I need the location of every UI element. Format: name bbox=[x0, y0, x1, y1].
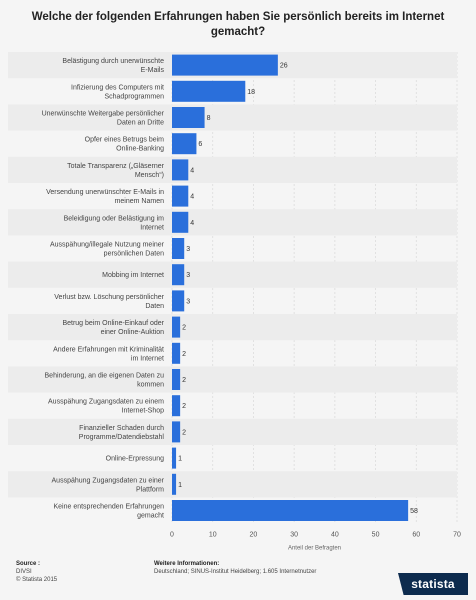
bar bbox=[172, 264, 185, 286]
info-text: Deutschland; SINUS-Institut Heidelberg; … bbox=[154, 569, 317, 575]
category-label: Totale Transparenz („Gläserner Mensch“) bbox=[67, 163, 165, 179]
bar bbox=[172, 133, 197, 155]
x-tick-label: 60 bbox=[412, 532, 420, 539]
value-label: 3 bbox=[186, 298, 190, 305]
x-tick-label: 0 bbox=[170, 532, 174, 539]
category-label: Ausspähung Zugangsdaten zu einer Plattfor… bbox=[52, 477, 165, 493]
bar bbox=[172, 159, 189, 181]
bar bbox=[172, 316, 181, 338]
bar bbox=[172, 369, 181, 390]
category-label: Mobbing im Internet bbox=[102, 272, 164, 279]
value-label: 2 bbox=[182, 377, 186, 384]
value-label: 2 bbox=[182, 325, 186, 332]
category-label: Opfer eines Betrugs beim Online-Banking bbox=[85, 137, 165, 153]
category-label: Verlust bzw. Löschung persönlicher Daten bbox=[54, 294, 164, 310]
value-label: 2 bbox=[182, 403, 186, 410]
value-label: 58 bbox=[410, 508, 418, 515]
value-label: 8 bbox=[207, 115, 211, 122]
category-label: Behinderung, an die eigenen Daten zu komm… bbox=[45, 373, 165, 389]
statista-logo: statista bbox=[398, 573, 468, 595]
bar bbox=[172, 54, 278, 76]
row-band bbox=[8, 471, 457, 498]
value-label: 2 bbox=[182, 429, 186, 436]
bar bbox=[172, 500, 409, 521]
bar bbox=[172, 395, 181, 417]
value-label: 1 bbox=[178, 482, 182, 489]
footer-info: Weitere Informationen: Deutschland; SINU… bbox=[154, 560, 316, 576]
bar bbox=[172, 342, 181, 364]
category-label: Unerwünschte Weitergabe persönlicher Date… bbox=[42, 111, 165, 127]
row-band bbox=[8, 366, 457, 393]
value-label: 18 bbox=[247, 89, 255, 96]
bar bbox=[172, 447, 177, 469]
info-heading: Weitere Informationen: bbox=[154, 561, 220, 567]
bars bbox=[172, 54, 409, 521]
category-label: Andere Erfahrungen mit Kriminalität im In… bbox=[53, 346, 164, 362]
x-axis-title: Anteil der Befragten bbox=[288, 546, 341, 552]
x-tick-label: 50 bbox=[372, 532, 380, 539]
x-tick-label: 20 bbox=[250, 532, 258, 539]
source-heading: Source : bbox=[16, 561, 41, 567]
bar bbox=[172, 107, 205, 128]
value-label: 6 bbox=[198, 141, 202, 148]
bar bbox=[172, 211, 189, 233]
x-tick-label: 70 bbox=[453, 532, 461, 539]
value-label: 3 bbox=[186, 246, 190, 253]
source-line-2: © Statista 2015 bbox=[16, 577, 58, 583]
bar bbox=[172, 290, 185, 312]
row-band bbox=[8, 418, 457, 445]
category-label: Ausspähung Zugangsdaten zu einem Internet… bbox=[48, 399, 164, 415]
category-labels: Belästigung durch unerwünschte E-Mails Inf… bbox=[42, 58, 165, 519]
value-label: 4 bbox=[190, 220, 194, 227]
category-label: Betrug beim Online-Einkauf oder einer Onl… bbox=[62, 320, 164, 336]
bar-chart: Belästigung durch unerwünschte E-Mails Inf… bbox=[8, 52, 461, 552]
row-band bbox=[8, 156, 457, 183]
chart-title: Welche der folgenden Erfahrungen haben S… bbox=[31, 11, 445, 38]
category-label: Finanzieller Schaden durch Programme/Date… bbox=[79, 425, 165, 441]
footer-source: Source : DIVSI © Statista 2015 bbox=[16, 560, 57, 584]
category-label: Versendung unerwünschter E-Mails in meine… bbox=[46, 189, 164, 205]
bar bbox=[172, 421, 181, 443]
row-band bbox=[8, 261, 457, 288]
value-label: 1 bbox=[178, 456, 182, 463]
category-label: Keine entsprechenden Erfahrungen gemacht bbox=[53, 504, 164, 520]
x-tick-label: 10 bbox=[209, 532, 217, 539]
value-labels: 26 18 8 6 4 4 4 3 3 3 2 2 2 2 2 1 1 58 bbox=[178, 63, 418, 515]
bar bbox=[172, 185, 189, 207]
source-line-1: DIVSI bbox=[16, 569, 32, 575]
value-label: 2 bbox=[182, 351, 186, 358]
category-label: Online-Erpressung bbox=[106, 456, 164, 463]
row-bands bbox=[8, 52, 457, 498]
category-label: Belästigung durch unerwünschte E-Mails bbox=[62, 58, 164, 74]
bar bbox=[172, 473, 177, 495]
row-band bbox=[8, 209, 457, 236]
value-label: 4 bbox=[190, 167, 194, 174]
category-label: Infizierung des Computers mit Schadprogra… bbox=[71, 84, 164, 100]
row-band bbox=[8, 104, 457, 131]
x-tick-labels: 0 10 20 30 40 50 60 70 bbox=[170, 532, 461, 539]
value-label: 3 bbox=[186, 272, 190, 279]
x-tick-label: 40 bbox=[331, 532, 339, 539]
row-band bbox=[8, 314, 457, 341]
bar bbox=[172, 238, 185, 259]
value-label: 26 bbox=[280, 63, 288, 70]
bar bbox=[172, 80, 246, 102]
category-label: Beleidigung oder Belästigung im Internet bbox=[64, 215, 165, 231]
category-label: Ausspähung/illegale Nutzung meiner persön… bbox=[50, 242, 165, 258]
value-label: 4 bbox=[190, 194, 194, 201]
x-tick-label: 30 bbox=[290, 532, 298, 539]
